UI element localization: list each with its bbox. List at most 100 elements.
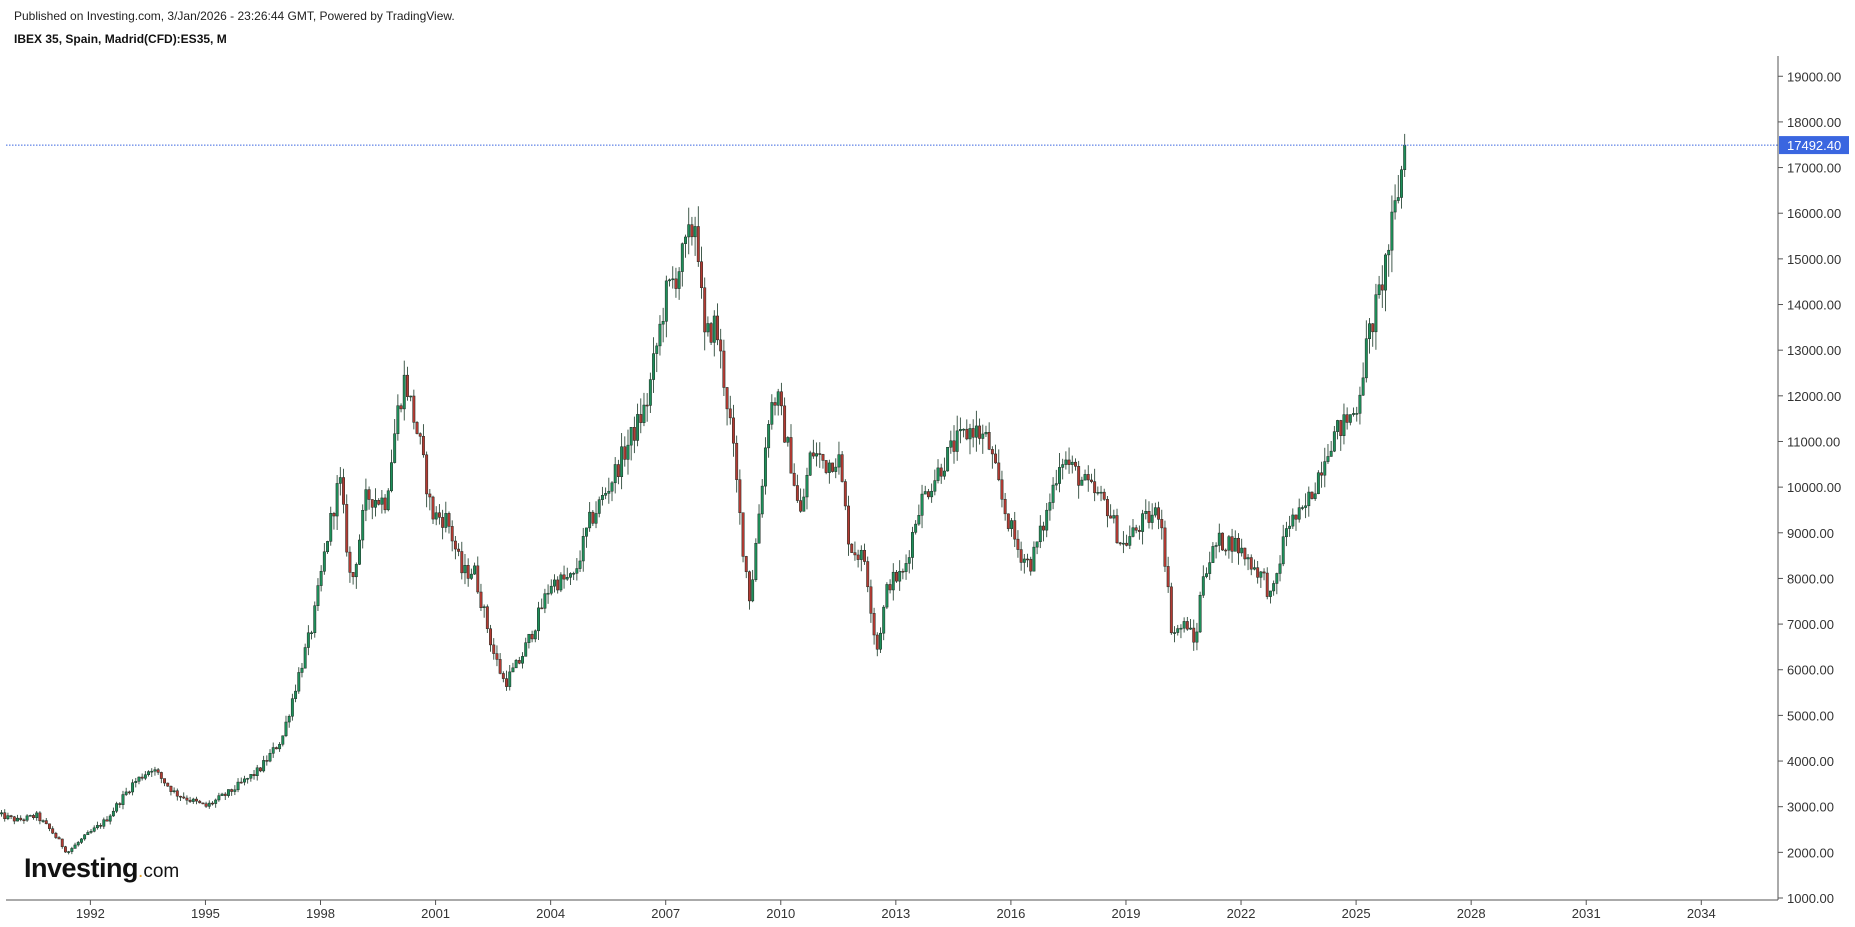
candle-body: [735, 442, 739, 480]
candle-up: [262, 755, 266, 773]
candle-up: [885, 582, 889, 610]
candle-body: [367, 489, 371, 500]
candle-body: [914, 523, 918, 533]
candle-body: [1093, 481, 1097, 494]
candle-body: [901, 570, 905, 573]
candle-body: [1144, 511, 1148, 514]
candle-body: [1358, 394, 1362, 414]
candle-body: [722, 350, 726, 388]
candle-body: [233, 789, 237, 792]
candle-up: [1051, 477, 1055, 510]
candle-down: [495, 645, 499, 667]
candle-body: [348, 551, 352, 573]
candle-body: [1278, 563, 1282, 574]
candle-down: [1320, 461, 1324, 488]
candle-body: [469, 573, 473, 579]
candle-body: [1035, 541, 1039, 548]
x-tick-label: 1992: [76, 906, 105, 921]
candle-up: [287, 714, 291, 728]
candle-up: [322, 543, 326, 575]
candle-body: [843, 481, 847, 507]
y-tick-label: 1000.00: [1787, 891, 1834, 906]
candle-body: [773, 402, 777, 406]
candle-body: [310, 632, 314, 634]
candle-body: [610, 482, 614, 492]
candle-down: [792, 463, 796, 487]
candle-up: [757, 504, 761, 544]
candle-up: [751, 569, 755, 603]
candle-body: [99, 825, 103, 827]
candle-up: [358, 534, 361, 566]
candle-up: [923, 485, 927, 495]
candle-down: [57, 836, 61, 840]
candle-body: [831, 462, 834, 472]
candle-body: [725, 387, 729, 410]
candle-down: [709, 321, 713, 345]
candle-up: [290, 693, 294, 721]
candle-up: [214, 798, 218, 808]
candle-down: [51, 826, 55, 835]
candle-up: [86, 830, 90, 836]
candle-down: [188, 796, 192, 803]
candle-down: [639, 398, 643, 434]
candle-body: [1080, 479, 1084, 486]
candle-body: [377, 500, 381, 505]
candle-body: [1074, 461, 1077, 467]
candle-up: [143, 771, 147, 781]
candle-body: [204, 803, 208, 807]
candle-down: [428, 489, 432, 511]
candle-body: [1064, 459, 1068, 465]
candle-body: [537, 607, 540, 632]
candle-down: [1192, 619, 1196, 651]
candle-up: [1227, 535, 1231, 559]
candle-up: [1393, 184, 1397, 220]
candle-up: [763, 437, 767, 495]
candle-body: [716, 315, 719, 341]
candle-body: [556, 579, 560, 591]
candle-body: [73, 844, 77, 849]
candle-down: [32, 813, 35, 820]
candle-down: [127, 790, 131, 795]
candle-down: [140, 773, 144, 781]
candle-down: [258, 767, 262, 773]
candle-down: [674, 267, 678, 298]
candle-body: [1217, 532, 1221, 546]
candle-up: [268, 749, 272, 763]
candle-body: [453, 540, 457, 550]
candle-body: [460, 551, 464, 574]
candle-up: [1368, 317, 1371, 354]
candle-down: [44, 817, 48, 825]
candle-up: [386, 488, 390, 512]
candle-body: [265, 760, 269, 762]
candle-body: [495, 653, 499, 660]
candle-body: [1377, 284, 1381, 295]
candle-down: [38, 811, 42, 825]
candle-body: [1323, 461, 1327, 476]
candle-down: [725, 387, 729, 426]
candle-body: [402, 374, 406, 410]
candle-body: [19, 817, 23, 821]
x-tick-label: 2004: [536, 906, 565, 921]
candle-down: [1105, 496, 1109, 528]
candle-down: [367, 486, 371, 510]
candle-body: [1026, 558, 1029, 561]
candle-up: [680, 242, 684, 287]
candle-up: [600, 486, 604, 506]
candle-body: [853, 552, 857, 556]
candle-body: [521, 656, 524, 664]
candle-body: [827, 462, 831, 473]
candle-body: [281, 735, 285, 745]
x-tick-label: 1995: [191, 906, 220, 921]
candle-down: [48, 823, 51, 832]
candle-body: [1336, 420, 1340, 432]
candle-body: [933, 480, 937, 492]
candle-body: [428, 493, 432, 498]
candle-body: [658, 323, 662, 347]
candle-body: [1361, 377, 1365, 396]
candle-body: [351, 572, 355, 578]
candle-up: [684, 234, 687, 258]
candle-body: [978, 425, 982, 439]
candle-down: [700, 246, 703, 299]
candle-body: [297, 672, 301, 692]
